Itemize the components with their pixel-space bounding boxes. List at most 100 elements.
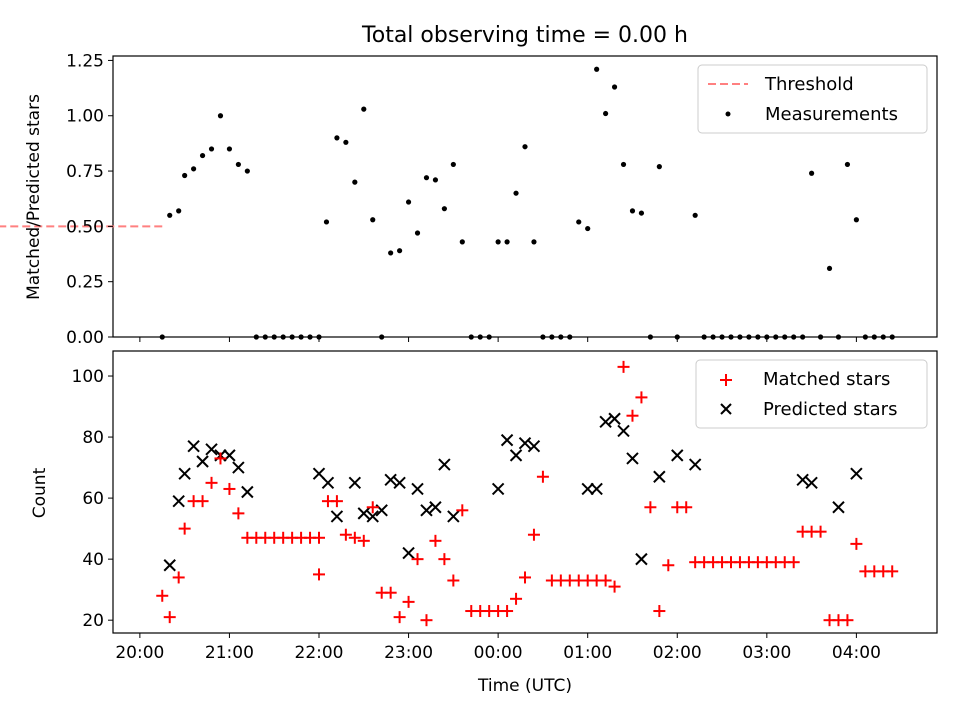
measurement-point (343, 139, 349, 145)
matched-stars-point (330, 495, 343, 508)
predicted-stars-point (581, 482, 594, 496)
measurement-point (334, 135, 340, 141)
measurement-point (235, 161, 241, 168)
matched-stars-point (384, 586, 397, 599)
measurement-point (576, 219, 582, 225)
matched-stars-point (366, 501, 379, 514)
count-x-tick-label: 02:00 (653, 643, 702, 663)
count-panel: 20 40 60 80 100 20:00 21:00 22:00 23:00 00:00 01:… (30, 350, 938, 696)
predicted-stars-point (384, 473, 397, 486)
measurement-point (405, 199, 412, 205)
measurement-point (522, 144, 528, 150)
count-x-tick-label: 03:00 (742, 643, 791, 663)
ratio-legend: Threshold Measurements (697, 64, 928, 134)
measurement-point (388, 250, 394, 256)
matched-stars-point (357, 534, 370, 547)
measurement-point (844, 161, 851, 168)
count-y-tick-label: 60 (82, 489, 104, 509)
measurement-point (585, 225, 591, 232)
measurement-point (647, 334, 653, 340)
matched-stars-point (214, 452, 227, 465)
measurement-point (323, 219, 330, 225)
matched-stars-point (850, 537, 863, 550)
count-x-tick-label: 23:00 (384, 643, 433, 663)
predicted-stars-point (590, 482, 603, 496)
matched-stars-point (205, 476, 218, 489)
measurement-point (773, 334, 779, 340)
predicted-stars-point (500, 433, 514, 447)
predicted-stars-point (321, 476, 335, 490)
count-x-axis-label: Time (UTC) (477, 676, 572, 696)
measurement-point (791, 334, 797, 340)
matched-stars-point (196, 495, 209, 508)
measurements-legend-marker (725, 111, 731, 117)
matched-stars-point (814, 525, 827, 538)
ratio-y-axis: 0.00 0.25 0.50 0.75 1.00 1.25 (66, 51, 113, 348)
measurement-point (361, 106, 367, 112)
measurement-point (594, 66, 600, 72)
matched-stars-point (163, 611, 176, 624)
measurement-point (638, 210, 645, 216)
measurement-point (540, 334, 546, 340)
predicted-stars-point (491, 482, 505, 496)
matched-stars-point (172, 571, 185, 584)
measurement-point (477, 334, 483, 340)
count-y-axis-label: Count (30, 467, 50, 518)
measurement-point (199, 152, 206, 159)
measurement-point (710, 334, 716, 340)
ratio-x-axis (139, 337, 857, 342)
predicted-stars-point (411, 482, 424, 496)
ratio-y-tick-label: 0.00 (66, 328, 104, 348)
matched-stars-point (232, 507, 245, 520)
count-x-tick-label: 04:00 (832, 643, 881, 663)
measurement-point (208, 146, 215, 152)
predicted-stars-point (447, 510, 460, 523)
measurement-point (611, 84, 618, 90)
matched-stars-point (348, 531, 361, 544)
matched-stars-point (886, 565, 899, 578)
measurement-point (755, 334, 761, 340)
count-y-tick-label: 20 (82, 611, 104, 631)
matched-stars-point (223, 482, 236, 495)
measurement-point (692, 212, 698, 218)
count-x-tick-label: 00:00 (474, 643, 523, 663)
count-y-axis: 20 40 60 80 100 (72, 367, 113, 631)
measurement-point (432, 177, 439, 183)
measurement-point (280, 334, 286, 340)
measurement-point (397, 248, 403, 254)
matched-stars-point (501, 605, 514, 618)
measurement-point (167, 212, 173, 218)
measurement-point (441, 206, 447, 212)
measurement-point (352, 179, 358, 185)
measurement-point (728, 334, 734, 340)
count-x-tick-label: 22:00 (295, 643, 344, 663)
predicted-stars-point (635, 552, 648, 566)
count-y-tick-label: 80 (82, 428, 104, 448)
matched-stars-point (402, 595, 415, 608)
matched-stars-point (841, 614, 854, 627)
measurement-point (737, 334, 743, 340)
measurement-point (253, 334, 259, 340)
measurement-point (880, 334, 886, 340)
count-legend-frame (695, 359, 928, 429)
predicted-stars-point (241, 485, 254, 499)
count-x-tick-label: 01:00 (563, 643, 612, 663)
measurement-point (379, 334, 385, 340)
measurement-point (871, 334, 877, 340)
matched-stars-point (393, 611, 406, 624)
measurement-point (567, 334, 573, 340)
measurement-point (217, 113, 224, 119)
predicted-legend-label: Predicted stars (763, 399, 897, 420)
predicted-stars-point (850, 467, 863, 480)
measurement-point (603, 110, 609, 117)
matched-stars-point (420, 614, 433, 627)
threshold-legend-label: Threshold (764, 74, 854, 95)
measurement-point (782, 334, 788, 340)
matched-stars-point (456, 504, 469, 517)
predicted-stars-point (805, 476, 818, 490)
measurement-point (159, 334, 165, 340)
predicted-stars-point (420, 504, 433, 517)
predicted-stars-point (617, 424, 630, 438)
matched-stars-point (156, 589, 169, 602)
matched-stars-point (411, 553, 424, 566)
